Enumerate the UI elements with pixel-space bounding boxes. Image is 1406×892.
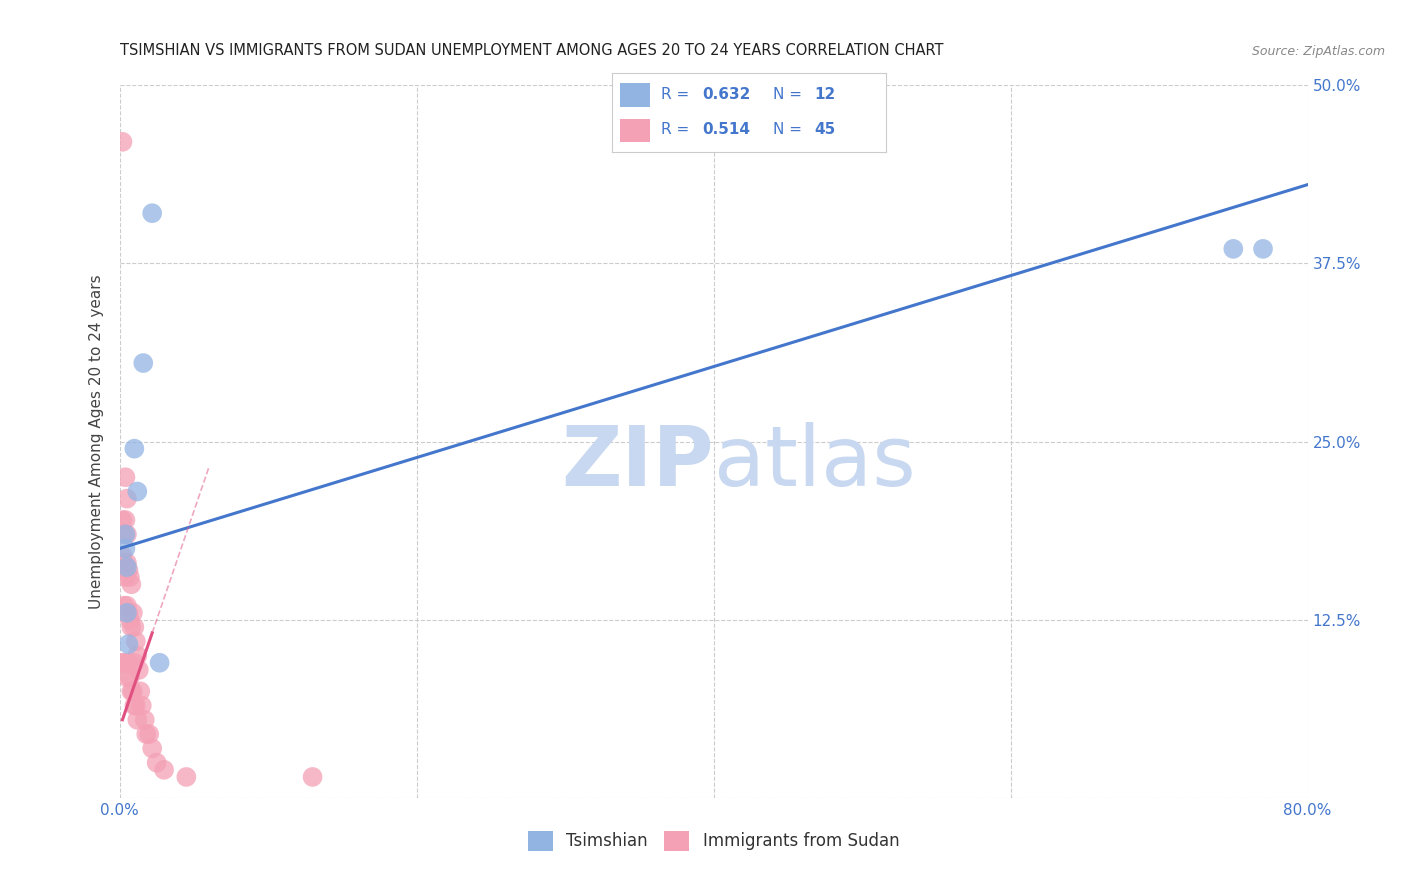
Text: Source: ZipAtlas.com: Source: ZipAtlas.com bbox=[1251, 45, 1385, 58]
Point bbox=[127, 713, 149, 727]
Point bbox=[112, 599, 135, 613]
Point bbox=[125, 698, 148, 713]
Text: atlas: atlas bbox=[713, 423, 915, 503]
Point bbox=[124, 656, 146, 670]
Point bbox=[128, 663, 150, 677]
Point bbox=[149, 656, 172, 670]
Text: R =: R = bbox=[661, 87, 695, 103]
Point bbox=[115, 560, 138, 574]
Point bbox=[132, 356, 155, 370]
Point bbox=[127, 648, 149, 663]
Point bbox=[115, 599, 138, 613]
Text: 0.514: 0.514 bbox=[702, 122, 749, 136]
Bar bbox=[620, 83, 650, 107]
Point bbox=[301, 770, 323, 784]
Point bbox=[111, 549, 134, 563]
Point bbox=[114, 513, 136, 527]
Point bbox=[120, 577, 142, 591]
Point bbox=[117, 637, 139, 651]
Point bbox=[131, 698, 153, 713]
Point bbox=[111, 513, 134, 527]
Text: N =: N = bbox=[773, 122, 807, 136]
Point bbox=[114, 527, 136, 541]
Point bbox=[115, 556, 138, 570]
Text: ZIP: ZIP bbox=[561, 423, 713, 503]
Text: N =: N = bbox=[773, 87, 807, 103]
Point bbox=[118, 570, 141, 584]
Point bbox=[122, 606, 145, 620]
Point bbox=[145, 756, 167, 770]
Point bbox=[129, 684, 152, 698]
Point bbox=[117, 656, 139, 670]
Point bbox=[112, 556, 135, 570]
Point bbox=[115, 670, 138, 684]
Point bbox=[118, 670, 141, 684]
Legend: Tsimshian, Immigrants from Sudan: Tsimshian, Immigrants from Sudan bbox=[522, 824, 905, 858]
Text: 12: 12 bbox=[814, 87, 835, 103]
Point bbox=[153, 763, 176, 777]
Point bbox=[176, 770, 198, 784]
Point bbox=[138, 727, 160, 741]
Point bbox=[117, 606, 139, 620]
Point bbox=[1222, 242, 1244, 256]
Point bbox=[115, 491, 138, 506]
Point bbox=[141, 741, 163, 756]
Point bbox=[134, 713, 156, 727]
Point bbox=[112, 656, 135, 670]
Point bbox=[141, 206, 163, 220]
Y-axis label: Unemployment Among Ages 20 to 24 years: Unemployment Among Ages 20 to 24 years bbox=[89, 274, 104, 609]
Point bbox=[1251, 242, 1274, 256]
Point bbox=[111, 656, 134, 670]
Point bbox=[117, 563, 139, 577]
Text: 45: 45 bbox=[814, 122, 835, 136]
Point bbox=[114, 570, 136, 584]
Point bbox=[122, 684, 145, 698]
Point bbox=[111, 135, 134, 149]
Bar bbox=[620, 119, 650, 142]
Point bbox=[114, 470, 136, 484]
Point bbox=[115, 527, 138, 541]
Point bbox=[124, 698, 146, 713]
Point bbox=[135, 727, 157, 741]
Point bbox=[127, 484, 149, 499]
Point bbox=[124, 442, 146, 456]
Point bbox=[112, 527, 135, 541]
Point bbox=[115, 606, 138, 620]
Text: TSIMSHIAN VS IMMIGRANTS FROM SUDAN UNEMPLOYMENT AMONG AGES 20 TO 24 YEARS CORREL: TSIMSHIAN VS IMMIGRANTS FROM SUDAN UNEMP… bbox=[120, 43, 943, 58]
Point bbox=[120, 684, 142, 698]
Point bbox=[114, 541, 136, 556]
Text: 0.632: 0.632 bbox=[702, 87, 751, 103]
Point bbox=[124, 620, 146, 634]
Text: R =: R = bbox=[661, 122, 695, 136]
Point bbox=[118, 613, 141, 627]
Point bbox=[120, 620, 142, 634]
Point bbox=[125, 634, 148, 648]
